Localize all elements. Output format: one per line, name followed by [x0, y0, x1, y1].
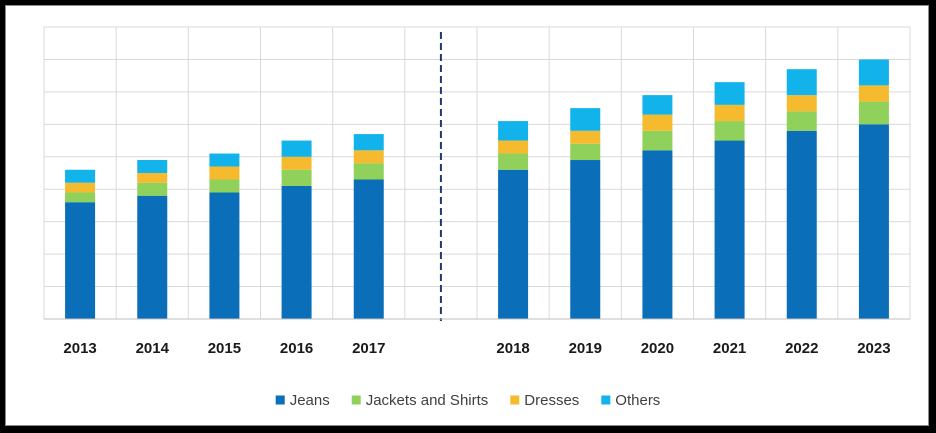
- bar-others-2018: [498, 121, 529, 141]
- bar-jackets-and-shirts-2017: [353, 163, 384, 180]
- stacked-bar-chart: 2013 2014 2015 2016 2017 2018 2019 2020 2021 2022…: [43, 26, 911, 409]
- bar-dresses-2023: [858, 85, 889, 102]
- bar-jeans-2014: [137, 195, 168, 319]
- legend-swatch-jackets-and-shirts: [351, 395, 361, 405]
- bar-jackets-and-shirts-2015: [209, 179, 240, 193]
- bar-jeans-2023: [858, 124, 889, 319]
- bar-others-2020: [642, 95, 673, 115]
- bar-others-2014: [137, 160, 168, 173]
- bar-dresses-2018: [498, 140, 529, 154]
- bar-jackets-and-shirts-2023: [858, 101, 889, 125]
- bar-others-2017: [353, 134, 384, 151]
- x-tick-label-2014: 2014: [136, 340, 170, 357]
- bar-jackets-and-shirts-2016: [281, 169, 312, 186]
- bar-jeans-2019: [570, 160, 601, 319]
- x-tick-label-2023: 2023: [857, 340, 890, 357]
- bar-jackets-and-shirts-2022: [786, 111, 817, 131]
- chart-frame: 2013 2014 2015 2016 2017 2018 2019 2020 2021 2022…: [5, 5, 929, 426]
- legend-swatch-jeans: [275, 395, 285, 405]
- x-tick-label-2021: 2021: [713, 340, 746, 357]
- bar-dresses-2015: [209, 166, 240, 180]
- bar-dresses-2021: [714, 104, 745, 122]
- x-tick-label-2018: 2018: [496, 340, 529, 357]
- bar-dresses-2022: [786, 95, 817, 112]
- bar-dresses-2014: [137, 173, 168, 183]
- x-tick-label-2015: 2015: [208, 340, 241, 357]
- legend-label-jeans: Jeans: [290, 392, 330, 409]
- bar-jeans-2020: [642, 150, 673, 319]
- x-tick-label-2019: 2019: [569, 340, 602, 357]
- bar-jeans-2013: [65, 202, 96, 319]
- bar-others-2023: [858, 59, 889, 86]
- bar-others-2013: [65, 169, 96, 183]
- bar-others-2019: [570, 108, 601, 131]
- bar-dresses-2016: [281, 156, 312, 170]
- bar-jackets-and-shirts-2021: [714, 121, 745, 141]
- legend-label-dresses: Dresses: [524, 392, 579, 409]
- bar-others-2021: [714, 82, 745, 105]
- bar-jackets-and-shirts-2013: [65, 192, 96, 203]
- bar-jeans-2021: [714, 140, 745, 319]
- bar-others-2016: [281, 140, 312, 157]
- legend-label-others: Others: [615, 392, 660, 409]
- bar-jeans-2015: [209, 192, 240, 319]
- x-tick-label-2020: 2020: [641, 340, 674, 357]
- legend-label-jackets-and-shirts: Jackets and Shirts: [366, 392, 489, 409]
- x-tick-label-2017: 2017: [352, 340, 385, 357]
- bar-others-2022: [786, 69, 817, 96]
- x-tick-label-2013: 2013: [63, 340, 96, 357]
- legend-swatch-dresses: [510, 395, 520, 405]
- bar-dresses-2013: [65, 182, 96, 193]
- legend-swatch-others: [601, 395, 611, 405]
- bar-jackets-and-shirts-2014: [137, 182, 168, 196]
- bar-jackets-and-shirts-2018: [498, 153, 529, 170]
- bar-jackets-and-shirts-2020: [642, 130, 673, 151]
- bar-jeans-2018: [498, 169, 529, 319]
- bar-dresses-2020: [642, 114, 673, 131]
- bar-jackets-and-shirts-2019: [570, 143, 601, 161]
- bar-others-2015: [209, 153, 240, 167]
- x-tick-label-2022: 2022: [785, 340, 818, 357]
- bar-dresses-2019: [570, 130, 601, 144]
- x-tick-label-2016: 2016: [280, 340, 313, 357]
- bar-dresses-2017: [353, 150, 384, 164]
- bar-jeans-2016: [281, 185, 312, 319]
- bar-jeans-2017: [353, 179, 384, 319]
- bar-jeans-2022: [786, 130, 817, 319]
